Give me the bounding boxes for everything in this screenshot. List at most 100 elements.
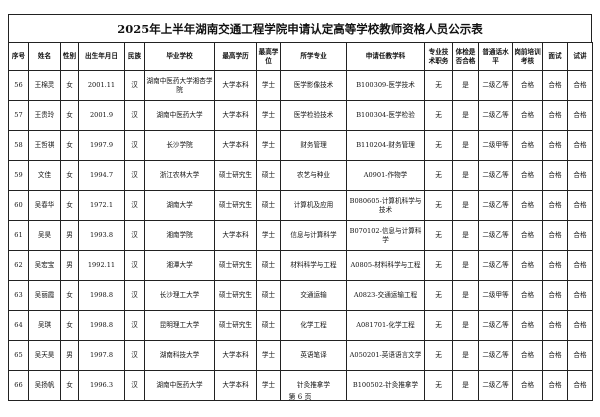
table-cell: 二级乙等: [478, 160, 513, 191]
table-cell: 二级乙等: [478, 190, 513, 221]
table-cell: 64: [8, 310, 29, 341]
table-cell: 合格: [542, 220, 568, 251]
table-cell: 女: [60, 100, 79, 131]
table-cell: 浙江农林大学: [144, 160, 215, 191]
table-cell: 1992.11: [78, 250, 125, 281]
table-cell: 硕士研究生: [214, 160, 257, 191]
table-cell: B100502-针灸推拿学: [346, 370, 425, 401]
table-cell: 合格: [542, 340, 568, 371]
table-cell: 1997.8: [78, 340, 125, 371]
table-cell: 58: [8, 130, 29, 161]
table-cell: 是: [452, 190, 479, 221]
table-cell: 无: [424, 250, 453, 281]
column-header: 申请任教学科: [346, 42, 425, 71]
table-cell: 文佳: [28, 160, 61, 191]
table-cell: 汉: [124, 250, 145, 281]
table-cell: 57: [8, 100, 29, 131]
title: 2025年上半年湖南交通工程学院申请认定高等学校教师资格人员公示表: [8, 14, 592, 42]
table-cell: 合格: [567, 70, 593, 101]
column-header: 体检是否合格: [452, 42, 479, 71]
table-cell: 王棉灵: [28, 70, 61, 101]
table-cell: 二级甲等: [478, 280, 513, 311]
table-cell: 医学影像技术: [280, 70, 347, 101]
table-cell: 是: [452, 340, 479, 371]
table-cell: 是: [452, 250, 479, 281]
table-cell: 吴天昊: [28, 340, 61, 371]
table-cell: 女: [60, 280, 79, 311]
table-cell: 56: [8, 70, 29, 101]
table-cell: B080605-计算机科学与技术: [346, 190, 425, 221]
table-row: 57 王贵玲女 2001.9 汉湖南中医药大学 大学本科 学士 医学检验技术 B100304-…: [8, 100, 593, 131]
table-cell: 合格: [542, 70, 568, 101]
column-header: 序号: [8, 42, 29, 71]
table-cell: 合格: [512, 280, 543, 311]
table-cell: 1994.7: [78, 160, 125, 191]
table-cell: 合格: [512, 370, 543, 401]
table-cell: 湘南学院: [144, 220, 215, 251]
table-cell: 二级乙等: [478, 70, 513, 101]
table-cell: 汉: [124, 220, 145, 251]
table-row: 56 王棉灵女 2001.11 汉湖南中医药大学湘杏学院 大学本科 学士 医学影像技术 B10…: [8, 70, 593, 101]
table-cell: 合格: [512, 310, 543, 341]
table-cell: 汉: [124, 310, 145, 341]
table-cell: 无: [424, 190, 453, 221]
table-cell: 二级乙等: [478, 370, 513, 401]
column-header: 民族: [124, 42, 145, 71]
table-cell: 合格: [512, 340, 543, 371]
table-cell: 是: [452, 160, 479, 191]
column-header: 最高学历: [214, 42, 257, 71]
table-cell: 硕士研究生: [214, 190, 257, 221]
column-header: 面试: [542, 42, 568, 71]
table: 序号 姓名 性别 出生年月日 民族 毕业学校 最高学历 最高学位 所学专业 申请任教学科 专业技术职…: [8, 42, 593, 401]
table-cell: 硕士: [256, 160, 281, 191]
table-cell: 合格: [512, 220, 543, 251]
table-cell: 汉: [124, 160, 145, 191]
table-cell: 医学检验技术: [280, 100, 347, 131]
table-cell: 1998.8: [78, 280, 125, 311]
table-cell: 昆明理工大学: [144, 310, 215, 341]
table-cell: 交通运输: [280, 280, 347, 311]
column-header: 毕业学校: [144, 42, 215, 71]
table-cell: A0901-作物学: [346, 160, 425, 191]
table-cell: B100309-医学技术: [346, 70, 425, 101]
table-cell: 2001.9: [78, 100, 125, 131]
table-cell: 二级乙等: [478, 220, 513, 251]
table-cell: 吴宏宝: [28, 250, 61, 281]
column-header: 岗前培训考核: [512, 42, 543, 71]
table-cell: 大学本科: [214, 100, 257, 131]
table-cell: 学士: [256, 70, 281, 101]
table-row: 61 吴昊男 1993.8 汉湘南学院 大学本科 学士 信息与计算科学 B070102-信息与…: [8, 220, 593, 251]
table-cell: 大学本科: [214, 340, 257, 371]
table-cell: 无: [424, 370, 453, 401]
table-cell: 汉: [124, 130, 145, 161]
column-header: 姓名: [28, 42, 61, 71]
table-cell: 吴丽霞: [28, 280, 61, 311]
table-cell: 二级乙等: [478, 250, 513, 281]
page-number: 第 6 页: [288, 393, 312, 401]
table-row: 60 吴春华女 1972.1 汉湖南大学 硕士研究生 硕士 计算机及应用 B080605-计算…: [8, 190, 593, 221]
table-cell: 是: [452, 130, 479, 161]
table-cell: 学士: [256, 130, 281, 161]
table-cell: 大学本科: [214, 220, 257, 251]
table-cell: 合格: [542, 100, 568, 131]
table-cell: 合格: [512, 70, 543, 101]
table-cell: 1998.8: [78, 310, 125, 341]
table-cell: 硕士: [256, 250, 281, 281]
table-cell: 硕士: [256, 280, 281, 311]
table-row: 65 吴天昊男 1997.8 汉湖南科技大学 大学本科 学士 英语笔译 A050201-英语语…: [8, 340, 593, 371]
table-cell: 女: [60, 130, 79, 161]
table-cell: 男: [60, 340, 79, 371]
table-cell: 合格: [512, 100, 543, 131]
table-cell: 60: [8, 190, 29, 221]
table-cell: 合格: [542, 190, 568, 221]
table-cell: 合格: [512, 250, 543, 281]
table-row: 66 吴扬帆女 1996.3 汉湖南中医药大学 大学本科 学士 针灸推拿学 B100502-针…: [8, 370, 593, 401]
table-cell: 吴扬帆: [28, 370, 61, 401]
table-cell: 王贵玲: [28, 100, 61, 131]
table-cell: 合格: [567, 340, 593, 371]
table-cell: 合格: [567, 280, 593, 311]
table-cell: 信息与计算科学: [280, 220, 347, 251]
table-cell: 合格: [512, 190, 543, 221]
table-cell: 无: [424, 280, 453, 311]
table-cell: 无: [424, 220, 453, 251]
